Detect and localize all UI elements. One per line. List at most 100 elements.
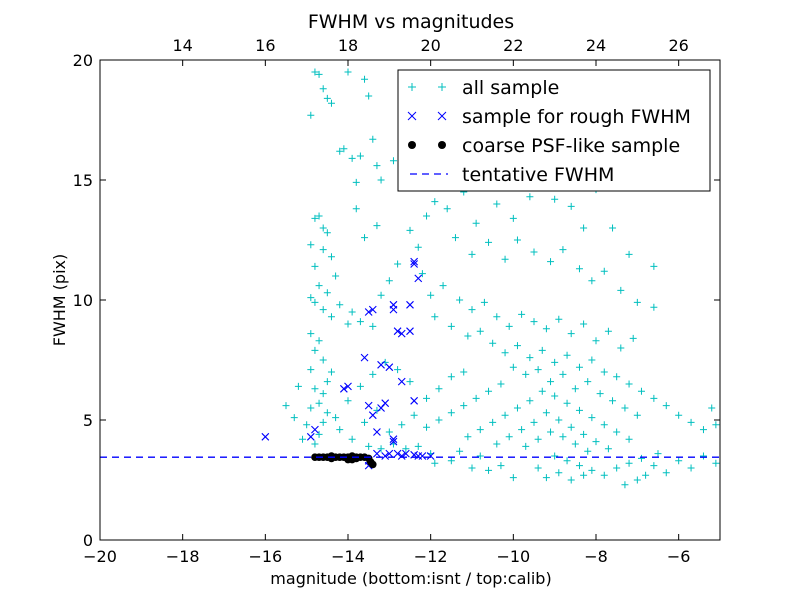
data-point: [555, 315, 563, 323]
data-point: [604, 445, 612, 453]
data-point: [373, 162, 381, 170]
legend-entry: tentative FWHM: [410, 164, 614, 186]
data-point: [377, 291, 385, 299]
data-point: [290, 414, 298, 422]
data-point: [410, 260, 419, 268]
data-point: [613, 428, 621, 436]
data-point: [513, 404, 521, 412]
y-axis-title: FWHM (pix): [50, 254, 69, 347]
data-point: [460, 402, 468, 410]
data-point: [447, 409, 455, 417]
data-point: [373, 222, 381, 230]
data-point: [365, 442, 373, 450]
data-point: [336, 147, 344, 155]
data-point: [369, 135, 377, 143]
data-point: [356, 318, 364, 326]
data-point: [336, 301, 344, 309]
data-point: [592, 337, 600, 345]
data-point: [687, 418, 695, 426]
data-point: [534, 464, 542, 472]
data-point: [708, 404, 716, 412]
data-point: [319, 418, 327, 426]
data-point: [600, 471, 608, 479]
data-point: [426, 452, 435, 460]
legend-marker: [408, 141, 416, 149]
data-point: [468, 306, 476, 314]
data-point: [323, 409, 331, 417]
x-tick-label: −8: [584, 547, 608, 566]
data-point: [530, 248, 538, 256]
data-point: [712, 421, 720, 429]
data-point: [282, 402, 290, 410]
data-point: [423, 212, 431, 220]
top-tick-label: 14: [172, 36, 192, 55]
data-point: [319, 85, 327, 93]
data-point: [534, 435, 542, 443]
data-point: [431, 198, 439, 206]
data-point: [662, 469, 670, 477]
data-point: [365, 92, 373, 100]
data-point: [699, 452, 707, 460]
data-point: [505, 433, 513, 441]
data-point: [476, 327, 484, 335]
data-point: [315, 399, 323, 407]
data-point: [336, 426, 344, 434]
data-point: [542, 409, 550, 417]
data-point: [361, 418, 369, 426]
data-point: [588, 356, 596, 364]
data-point: [311, 346, 319, 354]
data-point: [307, 330, 315, 338]
series-1: [261, 257, 435, 470]
data-point: [364, 401, 373, 410]
data-point: [299, 435, 307, 443]
data-point: [575, 462, 583, 470]
data-point: [530, 418, 538, 426]
data-point: [472, 219, 480, 227]
data-point: [323, 378, 331, 386]
data-point: [393, 327, 402, 336]
top-tick-label: 24: [586, 36, 606, 55]
data-point: [385, 428, 393, 436]
data-point: [369, 460, 377, 469]
data-point: [489, 418, 497, 426]
data-point: [551, 358, 559, 366]
data-point: [551, 452, 559, 460]
data-point: [332, 272, 340, 280]
data-point: [542, 325, 550, 333]
data-point: [675, 411, 683, 419]
data-point: [356, 152, 364, 160]
data-point: [687, 464, 695, 472]
data-point: [381, 452, 390, 460]
data-point: [327, 454, 336, 463]
data-point: [319, 306, 327, 314]
data-point: [518, 426, 526, 434]
data-point: [311, 425, 319, 434]
data-point: [311, 214, 319, 222]
data-point: [497, 462, 505, 470]
data-point: [323, 289, 331, 297]
data-point: [509, 214, 517, 222]
data-point: [344, 397, 352, 405]
data-point: [600, 368, 608, 376]
data-point: [480, 298, 488, 306]
data-point: [397, 377, 406, 386]
data-point: [505, 322, 513, 330]
data-point: [427, 291, 435, 299]
y-tick-label: 10: [73, 291, 93, 310]
legend-entry: sample for rough FWHM: [407, 106, 691, 128]
data-point: [307, 294, 315, 302]
data-point: [456, 447, 464, 455]
data-point: [414, 452, 423, 460]
data-point: [311, 262, 319, 270]
data-point: [584, 378, 592, 386]
data-point: [389, 300, 398, 309]
data-point: [650, 303, 658, 311]
data-point: [327, 99, 335, 107]
data-point: [451, 234, 459, 242]
data-point: [530, 318, 538, 326]
data-point: [373, 449, 381, 458]
data-point: [307, 366, 315, 374]
data-point: [261, 432, 270, 441]
data-point: [538, 346, 546, 354]
